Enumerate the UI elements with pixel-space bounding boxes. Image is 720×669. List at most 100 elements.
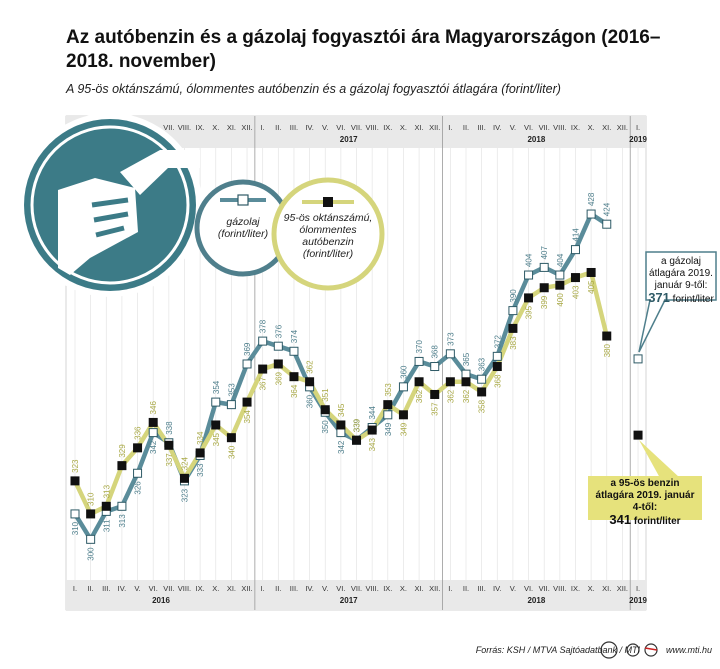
x-tick-label: IX. [196,584,205,593]
data-label: 383 [509,336,518,350]
x-tick-label-top: II. [463,123,469,132]
x-tick-label: V. [322,584,328,593]
x-tick-label-top: X. [588,123,595,132]
x-tick-label-top: XII. [617,123,628,132]
data-label: 363 [478,357,487,371]
point-marker [570,245,580,255]
icon-fingers [91,197,129,238]
point-marker [414,377,424,387]
point-marker [461,369,471,379]
data-label: 343 [368,438,377,452]
point-marker [320,405,330,415]
x-tick-label: I. [448,584,452,593]
point-marker [539,283,549,293]
point-marker [586,267,596,277]
year-label-top: 2018 [527,135,545,144]
data-label: 368 [493,374,502,388]
data-label: 400 [556,293,565,307]
data-label: 404 [525,253,534,267]
point-marker [117,501,127,511]
x-tick-label-top: V. [322,123,328,132]
x-tick-label-top: II. [275,123,281,132]
point-marker [117,461,127,471]
website: www.mti.hu [665,645,712,655]
data-label: 362 [306,360,315,374]
point-marker [164,440,174,450]
data-label: 329 [118,444,127,458]
data-label: 342 [149,440,158,454]
x-tick-label-top: IX. [571,123,580,132]
data-label: 354 [212,380,221,394]
x-tick-label: VII. [539,584,550,593]
legend [194,177,385,291]
point-marker [133,443,143,453]
point-marker [148,417,158,427]
point-marker [461,377,471,387]
x-tick-label-top: I. [636,123,640,132]
point-marker [273,359,283,369]
data-label: 338 [165,421,174,435]
data-label: 346 [149,401,158,415]
point-marker [602,331,612,341]
x-tick-label-top: VII. [163,123,174,132]
data-label: 365 [462,352,471,366]
data-label: 326 [134,481,143,495]
data-label: 367 [259,377,268,391]
point-marker [195,448,205,458]
fuel-icon [18,113,202,297]
year-label-top: 2019 [629,135,647,144]
x-tick-label-top: VI. [336,123,345,132]
year-label: 2019 [629,596,647,605]
x-tick-label: XI. [414,584,423,593]
chart-title: Az autóbenzin és a gázolaj fogyasztói ár… [66,27,661,72]
point-marker [445,349,455,359]
callout-diesel: a gázolaj átlagára 2019. január 9-től: 3… [648,256,714,306]
callout-pointer-petrol [639,440,680,478]
x-tick-label-top: VI. [524,123,533,132]
point-marker [602,219,612,229]
data-label: 340 [227,445,236,459]
point-marker [524,270,534,280]
data-label: 372 [493,334,502,348]
point-marker [101,501,111,511]
point-marker [86,509,96,519]
x-tick-label: VII. [351,584,362,593]
data-label: 407 [540,246,549,260]
data-label: 353 [384,383,393,397]
point-marker [477,374,487,384]
x-tick-label: V. [510,584,516,593]
callout-box-diesel [645,251,717,301]
point-marker [258,336,268,346]
source: Forrás: KSH / MTVA Sajtóadatbank / MTI [475,645,640,655]
icon-nozzle [120,150,200,195]
point-marker [242,397,252,407]
x-tick-label-top: VIII. [365,123,378,132]
data-label: 380 [603,343,612,357]
data-label: 362 [415,389,424,403]
data-label: 424 [603,202,612,216]
x-tick-label: VI. [336,584,345,593]
x-tick-label: III. [102,584,110,593]
data-label: 339 [353,418,362,432]
x-tick-label: III. [290,584,298,593]
callout-text: a 95-ös benzin átlagára 2019. január 4-t… [595,478,695,513]
x-tick-label: IV. [305,584,313,593]
callout-value: 371 [648,290,670,305]
point-marker [398,382,408,392]
x-tick-label-top: XI. [227,123,236,132]
data-label: 368 [431,345,440,359]
data-label: 339 [353,418,362,432]
x-tick-label: V. [134,584,140,593]
x-tick-label-top: XI. [414,123,423,132]
point-marker [289,372,299,382]
data-label: 300 [87,547,96,561]
callout-unit: forint/liter [633,516,681,527]
callout-value: 341 [609,512,632,527]
data-label: 337 [165,453,174,467]
x-tick-label: VIII. [365,584,378,593]
data-label: 345 [212,432,221,446]
x-tick-label: IV. [493,584,501,593]
callout-box-petrol [588,476,702,520]
data-label: 349 [399,422,408,436]
